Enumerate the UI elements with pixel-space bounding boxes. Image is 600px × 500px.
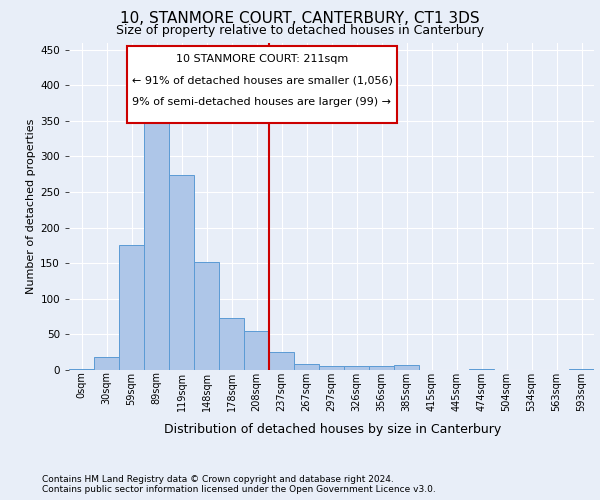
Bar	[344, 366, 369, 370]
Y-axis label: Number of detached properties: Number of detached properties	[26, 118, 36, 294]
Bar	[269, 352, 294, 370]
Bar	[469, 368, 494, 370]
Bar	[244, 331, 269, 370]
Text: Size of property relative to detached houses in Canterbury: Size of property relative to detached ho…	[116, 24, 484, 37]
Text: Contains HM Land Registry data © Crown copyright and database right 2024.: Contains HM Land Registry data © Crown c…	[42, 475, 394, 484]
Bar	[219, 318, 244, 370]
Bar	[69, 368, 94, 370]
Text: Distribution of detached houses by size in Canterbury: Distribution of detached houses by size …	[164, 422, 502, 436]
Text: ← 91% of detached houses are smaller (1,056): ← 91% of detached houses are smaller (1,…	[131, 75, 392, 85]
Text: 10 STANMORE COURT: 211sqm: 10 STANMORE COURT: 211sqm	[176, 54, 348, 64]
Bar	[569, 368, 594, 370]
Bar	[169, 175, 194, 370]
Bar	[194, 262, 219, 370]
Bar	[119, 244, 144, 370]
Bar	[94, 357, 119, 370]
Text: 9% of semi-detached houses are larger (99) →: 9% of semi-detached houses are larger (9…	[133, 96, 391, 106]
FancyBboxPatch shape	[127, 46, 397, 122]
Bar	[319, 366, 344, 370]
Bar	[144, 111, 169, 370]
Bar	[394, 365, 419, 370]
Bar	[369, 366, 394, 370]
Text: Contains public sector information licensed under the Open Government Licence v3: Contains public sector information licen…	[42, 485, 436, 494]
Bar	[294, 364, 319, 370]
Text: 10, STANMORE COURT, CANTERBURY, CT1 3DS: 10, STANMORE COURT, CANTERBURY, CT1 3DS	[120, 11, 480, 26]
